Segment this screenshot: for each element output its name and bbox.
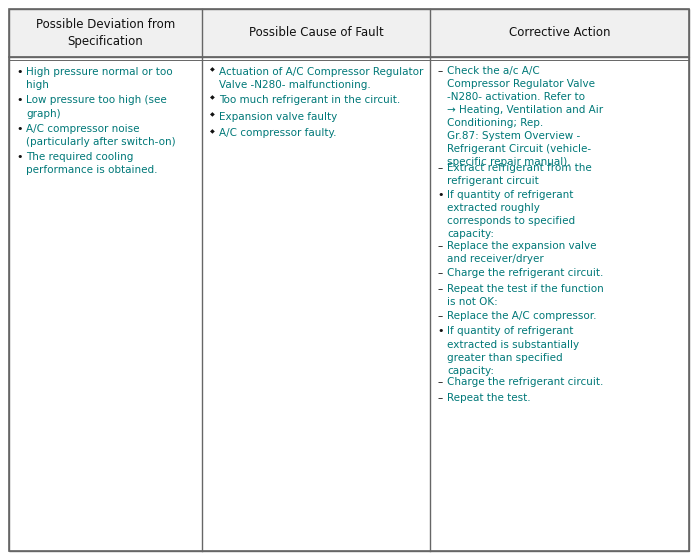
Text: –: – (437, 311, 443, 321)
Text: Replace the expansion valve
and receiver/dryer: Replace the expansion valve and receiver… (447, 241, 597, 264)
Text: •: • (16, 67, 22, 77)
Text: –: – (437, 66, 443, 76)
Text: ◆: ◆ (210, 96, 215, 101)
Text: –: – (437, 377, 443, 387)
Text: Check the a/c A/C
Compressor Regulator Valve
-N280- activation. Refer to
→ Heati: Check the a/c A/C Compressor Regulator V… (447, 66, 603, 167)
Text: ◆: ◆ (210, 113, 215, 118)
Text: Low pressure too high (see
graph): Low pressure too high (see graph) (26, 95, 167, 119)
Text: Replace the A/C compressor.: Replace the A/C compressor. (447, 311, 597, 321)
Text: –: – (437, 393, 443, 403)
Text: Expansion valve faulty: Expansion valve faulty (219, 112, 337, 122)
Text: The required cooling
performance is obtained.: The required cooling performance is obta… (26, 152, 158, 175)
Text: Extract refrigerant from the
refrigerant circuit: Extract refrigerant from the refrigerant… (447, 163, 592, 186)
Text: If quantity of refrigerant
extracted is substantially
greater than specified
cap: If quantity of refrigerant extracted is … (447, 326, 579, 376)
Text: –: – (437, 241, 443, 251)
Text: •: • (16, 95, 22, 105)
Text: Actuation of A/C Compressor Regulator
Valve -N280- malfunctioning.: Actuation of A/C Compressor Regulator Va… (219, 67, 424, 90)
Text: –: – (437, 283, 443, 293)
Text: Too much refrigerant in the circuit.: Too much refrigerant in the circuit. (219, 95, 400, 105)
Text: Charge the refrigerant circuit.: Charge the refrigerant circuit. (447, 377, 603, 387)
Text: ◆: ◆ (210, 129, 215, 134)
Text: Corrective Action: Corrective Action (509, 26, 610, 40)
Text: •: • (16, 152, 22, 162)
Text: Repeat the test.: Repeat the test. (447, 393, 530, 403)
Text: Possible Cause of Fault: Possible Cause of Fault (248, 26, 383, 40)
Text: ◆: ◆ (210, 68, 215, 72)
Text: High pressure normal or too
high: High pressure normal or too high (26, 67, 172, 90)
Text: Charge the refrigerant circuit.: Charge the refrigerant circuit. (447, 268, 603, 278)
Text: Repeat the test if the function
is not OK:: Repeat the test if the function is not O… (447, 283, 604, 307)
Text: If quantity of refrigerant
extracted roughly
corresponds to specified
capacity:: If quantity of refrigerant extracted rou… (447, 190, 575, 239)
Text: –: – (437, 268, 443, 278)
Text: •: • (437, 190, 443, 200)
Bar (9, 9, 689, 57)
Text: A/C compressor noise
(particularly after switch-on): A/C compressor noise (particularly after… (26, 124, 176, 147)
Text: A/C compressor faulty.: A/C compressor faulty. (219, 128, 336, 138)
Bar (9, 57, 689, 551)
Text: –: – (437, 163, 443, 173)
Text: •: • (16, 124, 22, 133)
Text: Possible Deviation from
Specification: Possible Deviation from Specification (36, 18, 175, 48)
Text: •: • (437, 326, 443, 337)
